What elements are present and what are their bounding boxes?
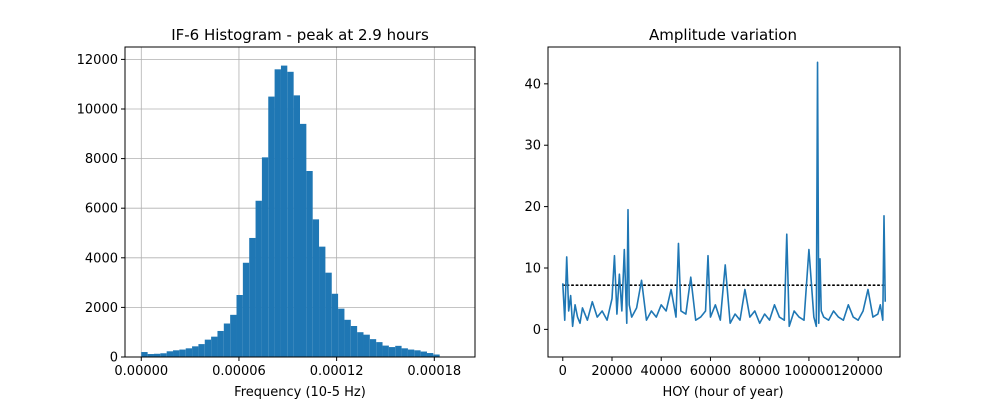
amplitude-y-tick-label: 30 — [524, 139, 541, 154]
histogram-bar — [141, 352, 148, 357]
histogram-bar — [153, 353, 161, 357]
histogram-bar — [230, 314, 237, 357]
histogram-y-tick-label: 10000 — [77, 103, 118, 118]
histogram-bar — [433, 354, 440, 357]
amplitude-x-tick-label: 60000 — [690, 364, 731, 379]
histogram-bar — [236, 295, 243, 357]
amplitude-x-tick-label: 40000 — [641, 364, 682, 379]
histogram-x-tick-label: 0.00000 — [114, 364, 168, 379]
amplitude-x-tick-label: 80000 — [739, 364, 780, 379]
histogram-bar — [363, 334, 370, 357]
histogram-bar — [217, 330, 224, 357]
histogram-x-tick-label: 0.00018 — [407, 364, 461, 379]
histogram-bar — [357, 332, 364, 357]
histogram-frame — [124, 46, 476, 358]
amplitude-y-tick-label: 10 — [524, 261, 541, 276]
amplitude-x-axis-label: HOY (hour of year) — [662, 385, 783, 400]
histogram-bar — [242, 262, 250, 357]
histogram-x-tick-label: 0.00012 — [310, 364, 364, 379]
histogram-bar — [223, 323, 231, 357]
amplitude-series-group — [561, 61, 887, 328]
histogram-bar — [376, 342, 383, 357]
histogram-bar — [319, 246, 326, 357]
amplitude-y-tick-label: 20 — [524, 200, 541, 215]
histogram-x-axis-label: Frequency (10-5 Hz) — [234, 385, 366, 400]
amplitude-y-tick-label: 0 — [533, 323, 541, 338]
histogram-bar — [300, 123, 307, 357]
histogram-y-tick-label: 6000 — [85, 202, 118, 217]
histogram-bar — [293, 95, 300, 358]
amplitude-x-tick-label: 20000 — [591, 364, 632, 379]
histogram-x-tick-label: 0.00006 — [212, 364, 266, 379]
histogram-bar — [401, 348, 408, 357]
histogram-bar — [185, 348, 193, 357]
histogram-bar — [192, 346, 199, 357]
histogram-bar — [325, 272, 332, 357]
histogram-bar — [395, 345, 402, 357]
histogram-bar — [344, 319, 351, 357]
histogram-bar — [369, 339, 377, 357]
histogram-bar — [388, 347, 396, 357]
amplitude-x-tick-label: 120000 — [833, 364, 883, 379]
histogram-bar — [211, 336, 218, 357]
histogram-bar — [274, 69, 281, 357]
histogram-y-tick-label: 8000 — [85, 152, 118, 167]
histogram-bar — [261, 157, 269, 357]
histogram-bar — [249, 237, 256, 357]
histogram-bar — [312, 219, 320, 357]
histogram-bar — [198, 344, 205, 357]
histogram-bar — [306, 171, 313, 357]
amplitude-x-tick-label: 100000 — [784, 364, 834, 379]
histogram-y-tick-label: 2000 — [85, 301, 118, 316]
histogram-bar — [414, 350, 421, 357]
histogram-bar — [331, 293, 339, 357]
histogram-bar — [255, 200, 262, 357]
amplitude-frame — [547, 46, 901, 358]
histogram-y-tick-label: 0 — [110, 351, 118, 366]
histogram-bar — [173, 350, 180, 357]
amplitude-chart: Amplitude variation 0 20000 40000 60000 8000… — [524, 26, 901, 400]
histogram-y-tick-label: 12000 — [77, 53, 118, 68]
histogram-bar — [268, 96, 275, 357]
histogram-chart: IF-6 Histogram - peak at 2.9 hours 0.000… — [77, 26, 476, 400]
histogram-bar — [147, 354, 154, 357]
histogram-bar — [382, 345, 389, 357]
amplitude-y-ticks: 0 10 20 30 40 — [524, 77, 548, 338]
histogram-bar — [179, 349, 186, 357]
histogram-bars — [141, 65, 440, 358]
histogram-bar — [287, 71, 294, 358]
histogram-bar — [407, 349, 415, 357]
amplitude-y-tick-label: 40 — [524, 77, 541, 92]
amplitude-series-line — [561, 61, 887, 328]
histogram-x-ticks: 0.00000 0.00006 0.00012 0.00018 — [114, 357, 461, 379]
histogram-title: IF-6 Histogram - peak at 2.9 hours — [171, 26, 429, 44]
histogram-y-ticks: 0 2000 4000 6000 8000 10000 12000 — [77, 53, 125, 366]
histogram-bar — [160, 353, 167, 357]
histogram-bar — [426, 353, 434, 357]
histogram-bar — [166, 351, 174, 357]
histogram-bar — [420, 351, 427, 357]
amplitude-x-tick-label: 0 — [559, 364, 567, 379]
histogram-bar — [204, 339, 212, 357]
histogram-bar — [280, 65, 288, 357]
amplitude-title: Amplitude variation — [649, 26, 797, 44]
histogram-bar — [350, 326, 358, 357]
amplitude-x-ticks: 0 20000 40000 60000 80000 100000 120000 — [559, 357, 883, 379]
histogram-y-tick-label: 4000 — [85, 251, 118, 266]
histogram-bar — [338, 308, 345, 357]
